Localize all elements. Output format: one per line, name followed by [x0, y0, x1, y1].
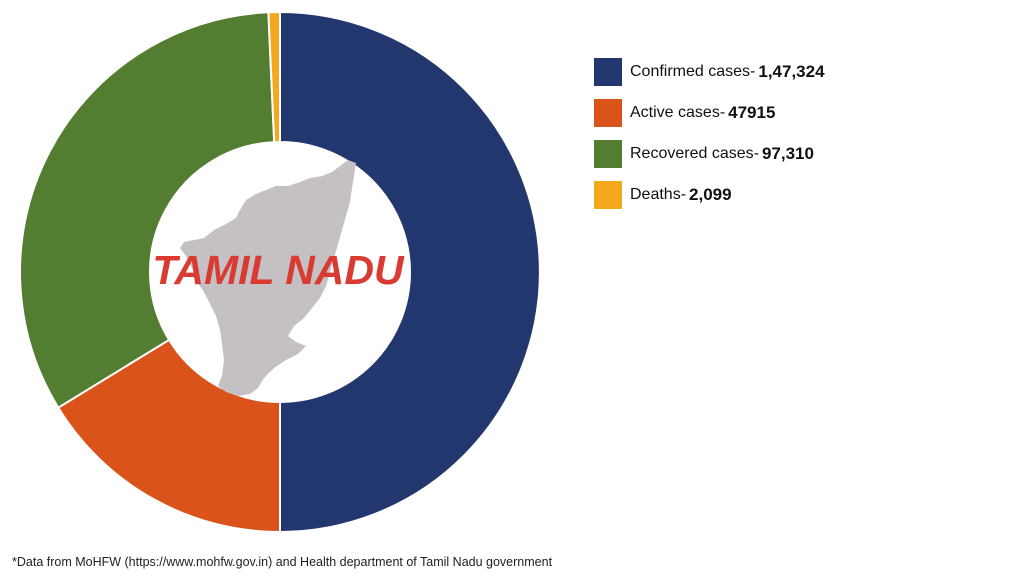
- legend-label-confirmed: Confirmed cases-: [630, 63, 756, 80]
- legend-value-deaths: 2,099: [689, 185, 732, 204]
- legend-value-active: 47915: [728, 103, 776, 122]
- slice-recovered-cases: [19, 11, 276, 410]
- legend-value-confirmed: 1,47,324: [758, 62, 825, 81]
- legend: Confirmed cases- 1,47,324 Active cases- …: [594, 58, 825, 209]
- footnote: *Data from MoHFW (https://www.mohfw.gov.…: [12, 555, 553, 569]
- legend-label-deaths: Deaths-: [630, 186, 687, 203]
- legend-swatch-deaths: [594, 181, 622, 209]
- legend-item-deaths: Deaths- 2,099: [594, 181, 825, 209]
- tamil-nadu-map-icon: [180, 160, 356, 396]
- legend-value-recovered: 97,310: [761, 144, 814, 163]
- center-title: TAMIL NADU: [152, 247, 405, 293]
- slice-confirmed-cases: [279, 10, 541, 534]
- legend-label-active: Active cases-: [630, 104, 726, 121]
- donut-slices: [19, 10, 541, 534]
- legend-swatch-active: [594, 99, 622, 127]
- legend-item-recovered: Recovered cases- 97,310: [594, 140, 825, 168]
- slice-deaths: [267, 10, 281, 144]
- legend-swatch-confirmed: [594, 58, 622, 86]
- legend-swatch-recovered: [594, 140, 622, 168]
- legend-item-active: Active cases- 47915: [594, 99, 825, 127]
- legend-label-recovered: Recovered cases-: [630, 145, 759, 162]
- legend-item-confirmed: Confirmed cases- 1,47,324: [594, 58, 825, 86]
